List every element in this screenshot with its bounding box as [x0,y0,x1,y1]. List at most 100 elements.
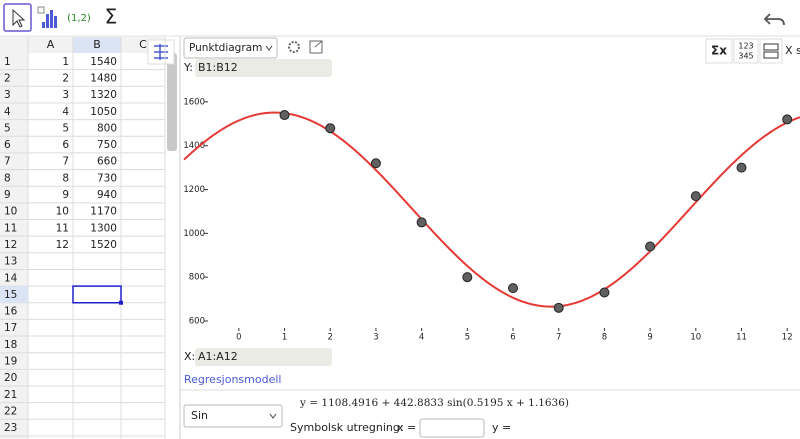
scrollbar[interactable] [167,53,177,151]
tool-button [36,4,63,31]
cell: 1520 [90,239,117,251]
undo-icon[interactable] [763,13,785,26]
regression-curve [183,111,800,308]
cell: 800 [97,122,117,134]
y-tick-label: 600 [189,316,205,326]
row-number: 2 [4,72,11,84]
cell: 1 [62,56,69,68]
data-point [645,241,656,252]
icon-label: Σx [711,44,727,58]
data-point [599,287,610,298]
tool-label[interactable]: (1,2) [67,13,91,24]
row-number: 11 [4,222,17,234]
x-input[interactable] [195,348,332,366]
column-header-label: C [139,38,147,51]
model[interactable]: Sin [191,409,208,422]
settings-icon[interactable] [288,41,300,53]
cell: 3 [62,89,69,101]
row-header-selected [0,286,28,303]
row-number: 22 [4,405,17,417]
x-range[interactable]: A1:A12 [198,350,238,363]
stats-button[interactable] [705,38,733,64]
plot-type[interactable]: Punktdiagram [189,42,262,54]
row-number: 1 [4,56,11,68]
icon-grid [37,6,45,14]
layout-button[interactable] [759,38,783,64]
spreadsheet [0,37,180,439]
cell: 1480 [90,72,117,84]
row-number: 12 [4,239,17,251]
export-icon[interactable] [309,40,323,54]
data-point [325,123,336,134]
data-point [736,162,747,173]
fill-handle [119,300,123,305]
icon-bar [54,16,57,28]
icon-bar [50,10,53,28]
row-number: 4 [4,106,11,118]
x-tick-label: 1 [282,333,287,343]
x-tick-label: 4 [419,333,424,343]
row-number: 15 [4,289,17,301]
x-tick-label: 10 [690,333,701,343]
cell: 10 [56,206,69,218]
cell: 940 [97,189,117,201]
histogram-tool[interactable] [36,4,63,31]
model-link[interactable]: Regresjonsmodell [184,373,281,386]
x-tick-label: 11 [736,333,747,343]
column-header-selected [73,37,121,53]
move-tool[interactable] [3,3,32,32]
row-number: 21 [4,389,17,401]
y-label: Y: [183,61,193,74]
cell: 1170 [90,206,117,218]
cell: 12 [56,239,69,251]
cell: 1540 [90,56,117,68]
y-output-label: y = [492,421,511,434]
row-number: 8 [4,172,11,184]
cell: 4 [62,106,69,118]
symbolic-label: Symbolsk utregning: [290,421,404,434]
column-header-label: B [93,38,101,51]
row-header [0,53,28,439]
table-button[interactable] [733,38,759,64]
y-tick-label: 1600 [183,97,205,107]
icon-label[interactable]: X s [785,44,800,57]
cell: 750 [97,139,117,151]
x-value-input[interactable] [419,418,485,438]
cell: 11 [56,222,69,234]
row-number: 6 [4,139,11,151]
x-label: X: [184,350,195,363]
cell: 730 [97,172,117,184]
column-header-label: A [47,38,55,51]
model-dropdown[interactable] [183,404,283,428]
x-tick-label: 5 [465,333,470,343]
y-range[interactable]: B1:B12 [198,61,238,74]
x-tick-label: 7 [556,333,561,343]
x-tick-label: 6 [510,333,515,343]
dropdown-arrow [269,413,277,419]
y-tick-label: 1200 [183,185,205,195]
y-tick-label: 1000 [183,229,205,239]
data-point [508,283,519,294]
plot-type-dropdown[interactable] [183,37,278,59]
data-point [279,110,290,121]
icon-label: 345 [738,52,753,61]
tool-label[interactable]: Σ [105,5,118,29]
cell: 2 [62,72,69,84]
cell: 1300 [90,222,117,234]
layout-icon [763,43,779,59]
row-number: 16 [4,306,18,318]
icon-bar [46,14,49,28]
cell: 8 [62,172,69,184]
x-input-label: x = [397,421,416,434]
toolbar [0,0,800,36]
cell: 660 [97,156,117,168]
y-tick-label: 800 [189,273,205,283]
y-input[interactable] [195,59,332,77]
plot-area [183,110,800,313]
style-icon [154,44,168,60]
cell: 6 [62,139,69,151]
x-tick-label: 2 [328,333,333,343]
row-number: 14 [4,272,18,284]
